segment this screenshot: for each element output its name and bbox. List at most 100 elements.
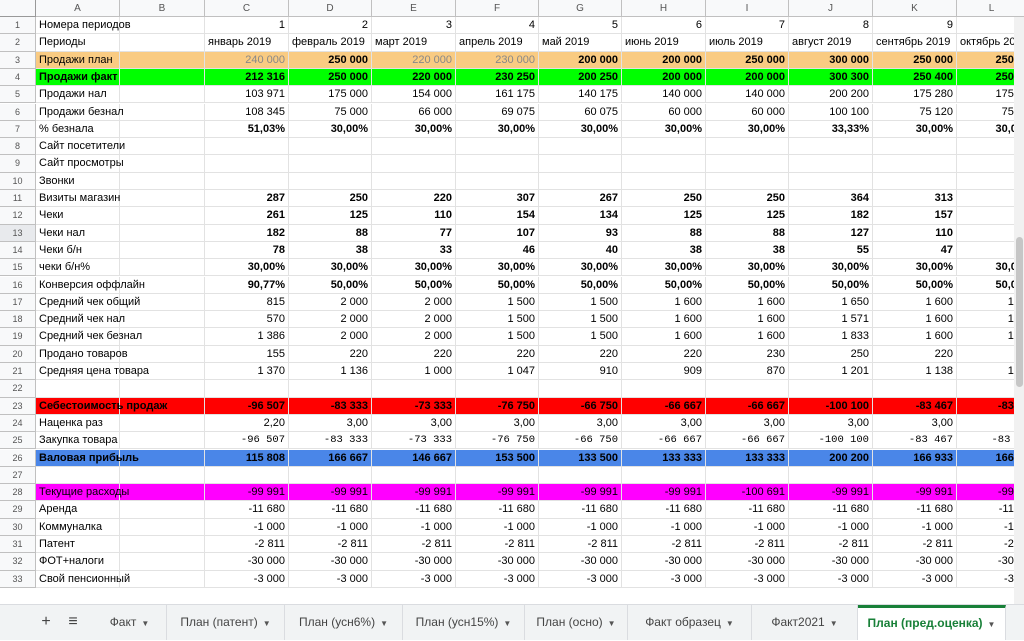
row-label-cell[interactable]: Продажи факт (36, 68, 120, 87)
table-cell[interactable] (372, 155, 456, 173)
table-cell[interactable]: -76 750 (456, 397, 539, 415)
row-label-cell[interactable]: Продажи безнал (36, 103, 124, 121)
table-cell[interactable]: 3,00 (873, 414, 957, 433)
row-header[interactable]: 32 (0, 553, 36, 571)
table-cell[interactable]: 8 (789, 17, 873, 35)
table-cell[interactable]: 93 (539, 224, 622, 242)
table-cell[interactable] (539, 138, 622, 156)
list-icon[interactable]: ≡ (68, 613, 78, 630)
table-cell[interactable] (120, 536, 205, 554)
table-cell[interactable]: -2 811 (622, 536, 706, 554)
table-cell[interactable]: 1 571 (789, 311, 873, 329)
table-cell[interactable] (789, 380, 873, 398)
row-header[interactable]: 8 (0, 138, 36, 156)
table-cell[interactable]: 125 (706, 207, 789, 225)
row-label-cell[interactable]: Валовая прибыль (36, 449, 139, 467)
column-header-f[interactable]: F (456, 0, 539, 17)
table-cell[interactable]: 50,00% (873, 276, 957, 294)
table-cell[interactable]: 1 650 (789, 293, 873, 312)
table-cell[interactable] (120, 570, 205, 588)
table-cell[interactable]: 3,00 (706, 414, 789, 433)
table-cell[interactable] (120, 328, 205, 346)
table-cell[interactable]: 200 000 (539, 51, 622, 69)
table-cell[interactable]: январь 2019 (205, 34, 289, 52)
table-cell[interactable]: 1 600 (622, 328, 706, 346)
table-cell[interactable]: 66 000 (372, 103, 456, 121)
table-cell[interactable]: 212 316 (205, 68, 289, 87)
table-cell[interactable] (120, 259, 205, 277)
table-cell[interactable]: -3 000 (873, 570, 957, 588)
table-cell[interactable] (289, 138, 372, 156)
table-cell[interactable] (120, 449, 205, 467)
row-header[interactable]: 19 (0, 328, 36, 346)
row-label-cell[interactable]: Чеки (36, 207, 120, 225)
table-cell[interactable] (539, 380, 622, 398)
table-cell[interactable]: -3 000 (622, 570, 706, 588)
table-cell[interactable]: 3,00 (539, 414, 622, 433)
table-cell[interactable] (873, 138, 957, 156)
table-cell[interactable]: 250 (289, 190, 372, 208)
row-header[interactable]: 1 (0, 17, 36, 35)
table-cell[interactable]: -2 811 (372, 536, 456, 554)
table-cell[interactable] (873, 172, 957, 190)
table-cell[interactable] (205, 466, 289, 485)
table-cell[interactable] (120, 432, 205, 450)
table-cell[interactable]: -99 991 (622, 484, 706, 502)
table-cell[interactable]: -66 750 (539, 397, 622, 415)
table-cell[interactable]: -11 680 (205, 501, 289, 519)
chevron-down-icon[interactable]: ▼ (987, 620, 996, 629)
table-cell[interactable]: -83 333 (289, 397, 372, 415)
table-cell[interactable]: 2 000 (372, 311, 456, 329)
row-label-cell[interactable]: Средний чек безнал (36, 328, 142, 346)
table-cell[interactable]: 47 (873, 241, 957, 260)
row-label-cell[interactable]: Аренда (36, 501, 120, 519)
table-cell[interactable] (957, 138, 1024, 156)
chevron-down-icon[interactable]: ▼ (141, 619, 150, 628)
table-cell[interactable] (539, 466, 622, 485)
table-cell[interactable]: -30 000 (539, 553, 622, 571)
table-cell[interactable] (957, 173, 1024, 190)
row-label-cell[interactable]: % безнала (36, 120, 120, 139)
table-cell[interactable]: 2 000 (289, 311, 372, 329)
table-cell[interactable]: -3 000 (456, 570, 539, 588)
column-header-g[interactable]: G (539, 0, 622, 17)
row-header[interactable]: 9 (0, 155, 36, 173)
table-cell[interactable]: 3,00 (289, 414, 372, 433)
row-label-cell[interactable]: Конверсия оффлайн (36, 276, 145, 294)
table-cell[interactable]: 220 (289, 345, 372, 363)
table-cell[interactable] (120, 190, 205, 208)
table-cell[interactable]: 30,00% (622, 120, 706, 139)
table-cell[interactable]: -30 000 (372, 553, 456, 571)
table-cell[interactable]: -73 333 (372, 397, 456, 415)
table-cell[interactable]: 51,03% (205, 120, 289, 139)
row-header[interactable]: 14 (0, 241, 36, 260)
table-cell[interactable] (289, 380, 372, 398)
row-header[interactable]: 18 (0, 311, 36, 329)
table-cell[interactable] (957, 467, 1024, 485)
row-header[interactable]: 2 (0, 34, 36, 52)
row-label-cell[interactable]: Периоды (36, 34, 120, 52)
table-cell[interactable]: -11 680 (372, 501, 456, 519)
table-cell[interactable]: апрель 2019 (456, 34, 539, 52)
table-cell[interactable]: 134 (539, 207, 622, 225)
chevron-down-icon[interactable]: ▼ (503, 619, 512, 628)
table-cell[interactable]: 250 000 (289, 68, 372, 87)
table-cell[interactable]: 30,00% (539, 120, 622, 139)
table-cell[interactable]: -1 000 (205, 518, 289, 536)
chevron-down-icon[interactable]: ▼ (380, 619, 388, 628)
table-cell[interactable] (120, 172, 205, 190)
table-cell[interactable]: 166 667 (289, 449, 372, 467)
table-cell[interactable]: 1 047 (456, 363, 539, 381)
column-header-c[interactable]: C (205, 0, 289, 17)
table-cell[interactable] (456, 380, 539, 398)
table-cell[interactable]: 200 000 (622, 68, 706, 87)
table-cell[interactable] (120, 466, 205, 485)
table-cell[interactable]: 30,00% (289, 120, 372, 139)
table-cell[interactable]: -2 811 (873, 536, 957, 554)
table-cell[interactable]: -2 811 (706, 536, 789, 554)
table-cell[interactable]: -66 667 (622, 397, 706, 415)
table-cell[interactable]: 220 (372, 345, 456, 363)
table-cell[interactable]: 3 (372, 17, 456, 35)
table-cell[interactable]: -100 100 (789, 432, 873, 450)
table-cell[interactable]: 30,00% (456, 120, 539, 139)
